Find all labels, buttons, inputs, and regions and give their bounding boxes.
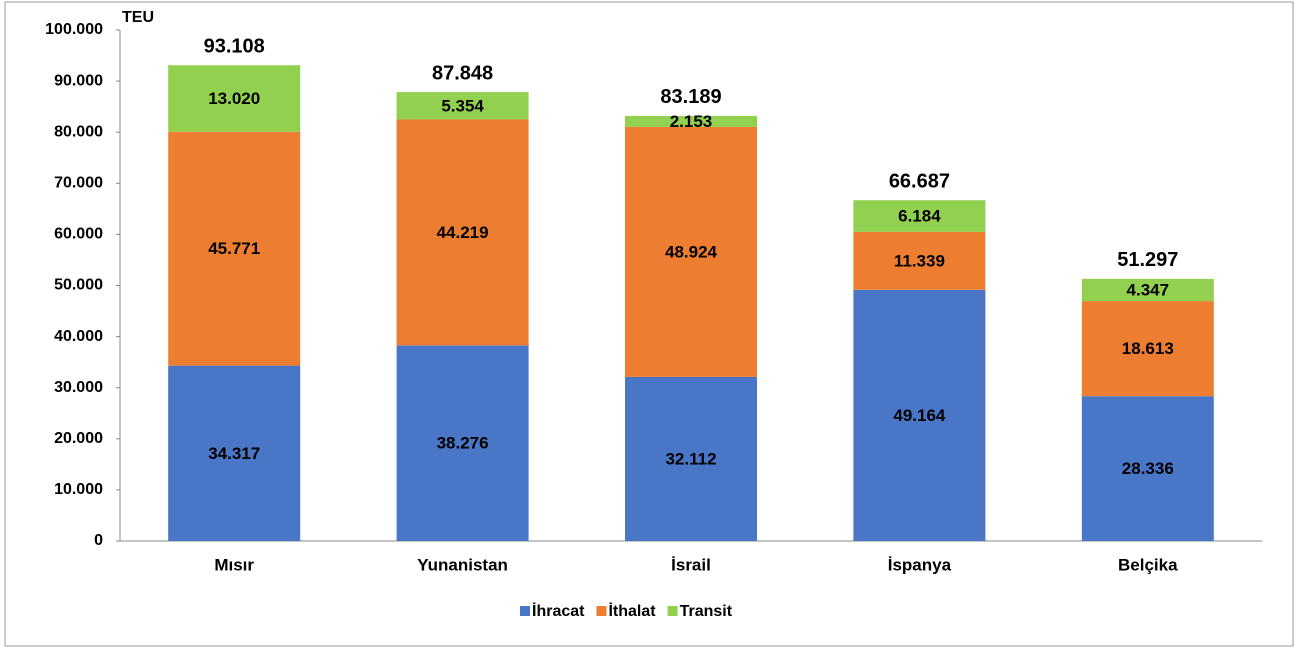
legend-swatch <box>520 606 530 616</box>
data-label: 49.164 <box>893 406 946 425</box>
bar-segment <box>1081 278 1214 302</box>
bar-segment <box>853 200 986 232</box>
legend-swatch <box>596 606 607 616</box>
data-label: 18.613 <box>1122 339 1174 358</box>
bar-segment <box>168 131 301 366</box>
bar-segment <box>396 119 529 346</box>
data-label: 34.317 <box>208 444 260 463</box>
data-label: 6.184 <box>898 207 941 226</box>
data-label: 38.276 <box>437 434 489 453</box>
legend-swatch <box>667 606 678 616</box>
total-label: 93.108 <box>204 35 265 57</box>
y-tick-label: 20.000 <box>54 430 103 447</box>
x-tick-label: İsrail <box>671 555 711 574</box>
total-label: 83.189 <box>660 86 721 108</box>
y-tick-label: 40.000 <box>54 328 103 345</box>
total-label: 87.848 <box>432 62 493 84</box>
bar-segment <box>168 65 301 132</box>
x-tick-label: Mısır <box>214 555 254 574</box>
x-tick-label: İspanya <box>888 555 952 574</box>
bar-segment <box>625 115 757 127</box>
data-label: 32.112 <box>665 449 716 468</box>
y-tick-label: 0 <box>94 532 103 549</box>
bar-segment <box>853 289 986 541</box>
y-tick-label: 90.000 <box>54 72 103 89</box>
data-label: 28.336 <box>1122 459 1174 478</box>
bar-segment <box>396 92 529 120</box>
y-tick-label: 50.000 <box>54 277 103 294</box>
bar-segment <box>1081 396 1214 541</box>
data-label: 45.771 <box>208 239 260 258</box>
y-tick-label: 100.000 <box>45 21 103 38</box>
legend: İhracat İthalat Transit <box>520 602 733 620</box>
data-label: 48.924 <box>665 242 718 261</box>
bar-segment <box>396 345 529 541</box>
total-label: 66.687 <box>889 171 950 193</box>
x-tick-label: Belçika <box>1118 555 1178 574</box>
bar-segment <box>168 365 301 541</box>
y-tick-label: 10.000 <box>54 481 103 498</box>
legend-label: İhracat <box>532 602 585 620</box>
bar-segment <box>853 231 986 290</box>
legend-label: İthalat <box>608 602 656 620</box>
x-tick-label: Yunanistan <box>417 555 508 574</box>
data-label: 4.347 <box>1127 280 1170 299</box>
data-label: 13.020 <box>208 89 260 108</box>
y-tick-label: 80.000 <box>54 123 103 140</box>
data-label: 44.219 <box>437 223 489 242</box>
legend-label: Transit <box>680 603 733 620</box>
y-tick-label: 70.000 <box>54 175 103 192</box>
data-label: 11.339 <box>894 251 945 270</box>
y-tick-label: 30.000 <box>54 379 103 396</box>
data-label: 2.153 <box>670 112 713 131</box>
y-axis-unit: TEU <box>122 9 154 26</box>
bar-segment <box>625 376 757 541</box>
total-label: 51.297 <box>1117 249 1178 271</box>
bar-segment <box>625 126 757 377</box>
bar-segment <box>1081 301 1214 397</box>
data-label: 5.354 <box>441 96 484 115</box>
y-tick-label: 60.000 <box>54 226 103 243</box>
